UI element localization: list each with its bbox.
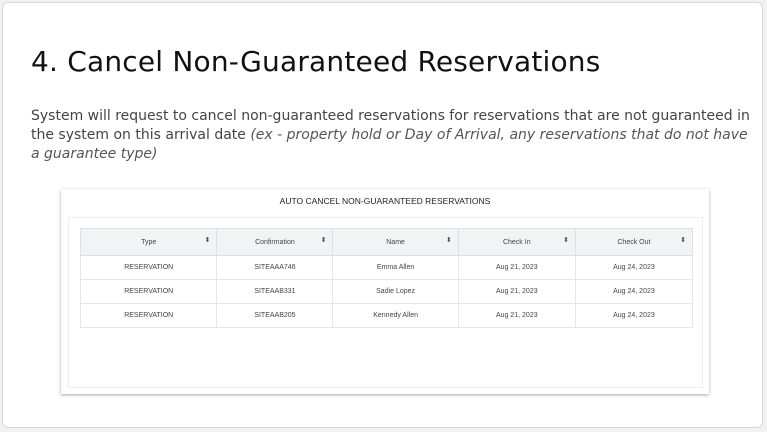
column-header-check-in[interactable]: Check In ⬍ <box>457 228 576 256</box>
panel-title: AUTO CANCEL NON-GUARANTEED RESERVATIONS <box>279 196 491 206</box>
cell-check-out: Aug 24, 2023 <box>574 303 694 328</box>
column-header-confirmation[interactable]: Confirmation ⬍ <box>216 228 334 256</box>
cell-confirmation: SITEAAA746 <box>216 255 334 280</box>
cell-type: RESERVATION <box>79 279 218 304</box>
sort-icon[interactable]: ⬍ <box>680 237 686 244</box>
column-header-check-out[interactable]: Check Out ⬍ <box>574 228 694 256</box>
description-text: System will request to cancel non-guaran… <box>31 108 750 143</box>
cell-type: RESERVATION <box>79 255 218 280</box>
table-container: Type ⬍ Confirmation ⬍ Name ⬍ Check In ⬍ Chec… <box>68 217 703 388</box>
cell-check-out: Aug 24, 2023 <box>574 255 694 280</box>
page-title: 4. Cancel Non-Guaranteed Reservations <box>31 45 601 78</box>
header-label: Name <box>386 238 405 246</box>
cell-name: Kennedy Allen <box>332 303 459 328</box>
reservations-panel: AUTO CANCEL NON-GUARANTEED RESERVATIONS … <box>61 189 709 394</box>
table-row[interactable]: RESERVATION SITEAAB205 Kennedy Allen Aug 21… <box>79 303 694 328</box>
header-label: Confirmation <box>255 238 295 246</box>
cell-check-in: Aug 21, 2023 <box>457 255 576 280</box>
column-header-name[interactable]: Name ⬍ <box>332 228 459 256</box>
table-row[interactable]: RESERVATION SITEAAB331 Sadie Lopez Aug 21, … <box>79 279 694 304</box>
cell-type: RESERVATION <box>79 303 218 328</box>
cell-check-in: Aug 21, 2023 <box>457 303 576 328</box>
header-label: Type <box>141 238 157 246</box>
sort-icon[interactable]: ⬍ <box>562 237 569 244</box>
cell-check-in: Aug 21, 2023 <box>457 279 576 304</box>
reservations-table: Type ⬍ Confirmation ⬍ Name ⬍ Check In ⬍ Chec… <box>79 228 694 328</box>
cell-confirmation: SITEAAB331 <box>216 279 334 304</box>
table-row[interactable]: RESERVATION SITEAAA746 Emma Allen Aug 21, 2… <box>79 255 694 280</box>
header-label: Check In <box>502 238 531 246</box>
sort-icon[interactable]: ⬍ <box>445 237 452 244</box>
column-header-type[interactable]: Type ⬍ <box>79 228 218 256</box>
description-example: (ex - property hold or Day of Arrival, a… <box>31 127 748 162</box>
sort-icon[interactable]: ⬍ <box>204 237 211 244</box>
cell-check-out: Aug 24, 2023 <box>574 279 694 304</box>
cell-confirmation: SITEAAB205 <box>216 303 334 328</box>
description: System will request to cancel non-guaran… <box>31 107 751 164</box>
slide: 4. Cancel Non-Guaranteed Reservations Sy… <box>2 2 763 428</box>
sort-icon[interactable]: ⬍ <box>320 237 327 244</box>
cell-name: Sadie Lopez <box>332 279 459 304</box>
header-label: Check Out <box>617 238 651 246</box>
cell-name: Emma Allen <box>332 255 459 280</box>
